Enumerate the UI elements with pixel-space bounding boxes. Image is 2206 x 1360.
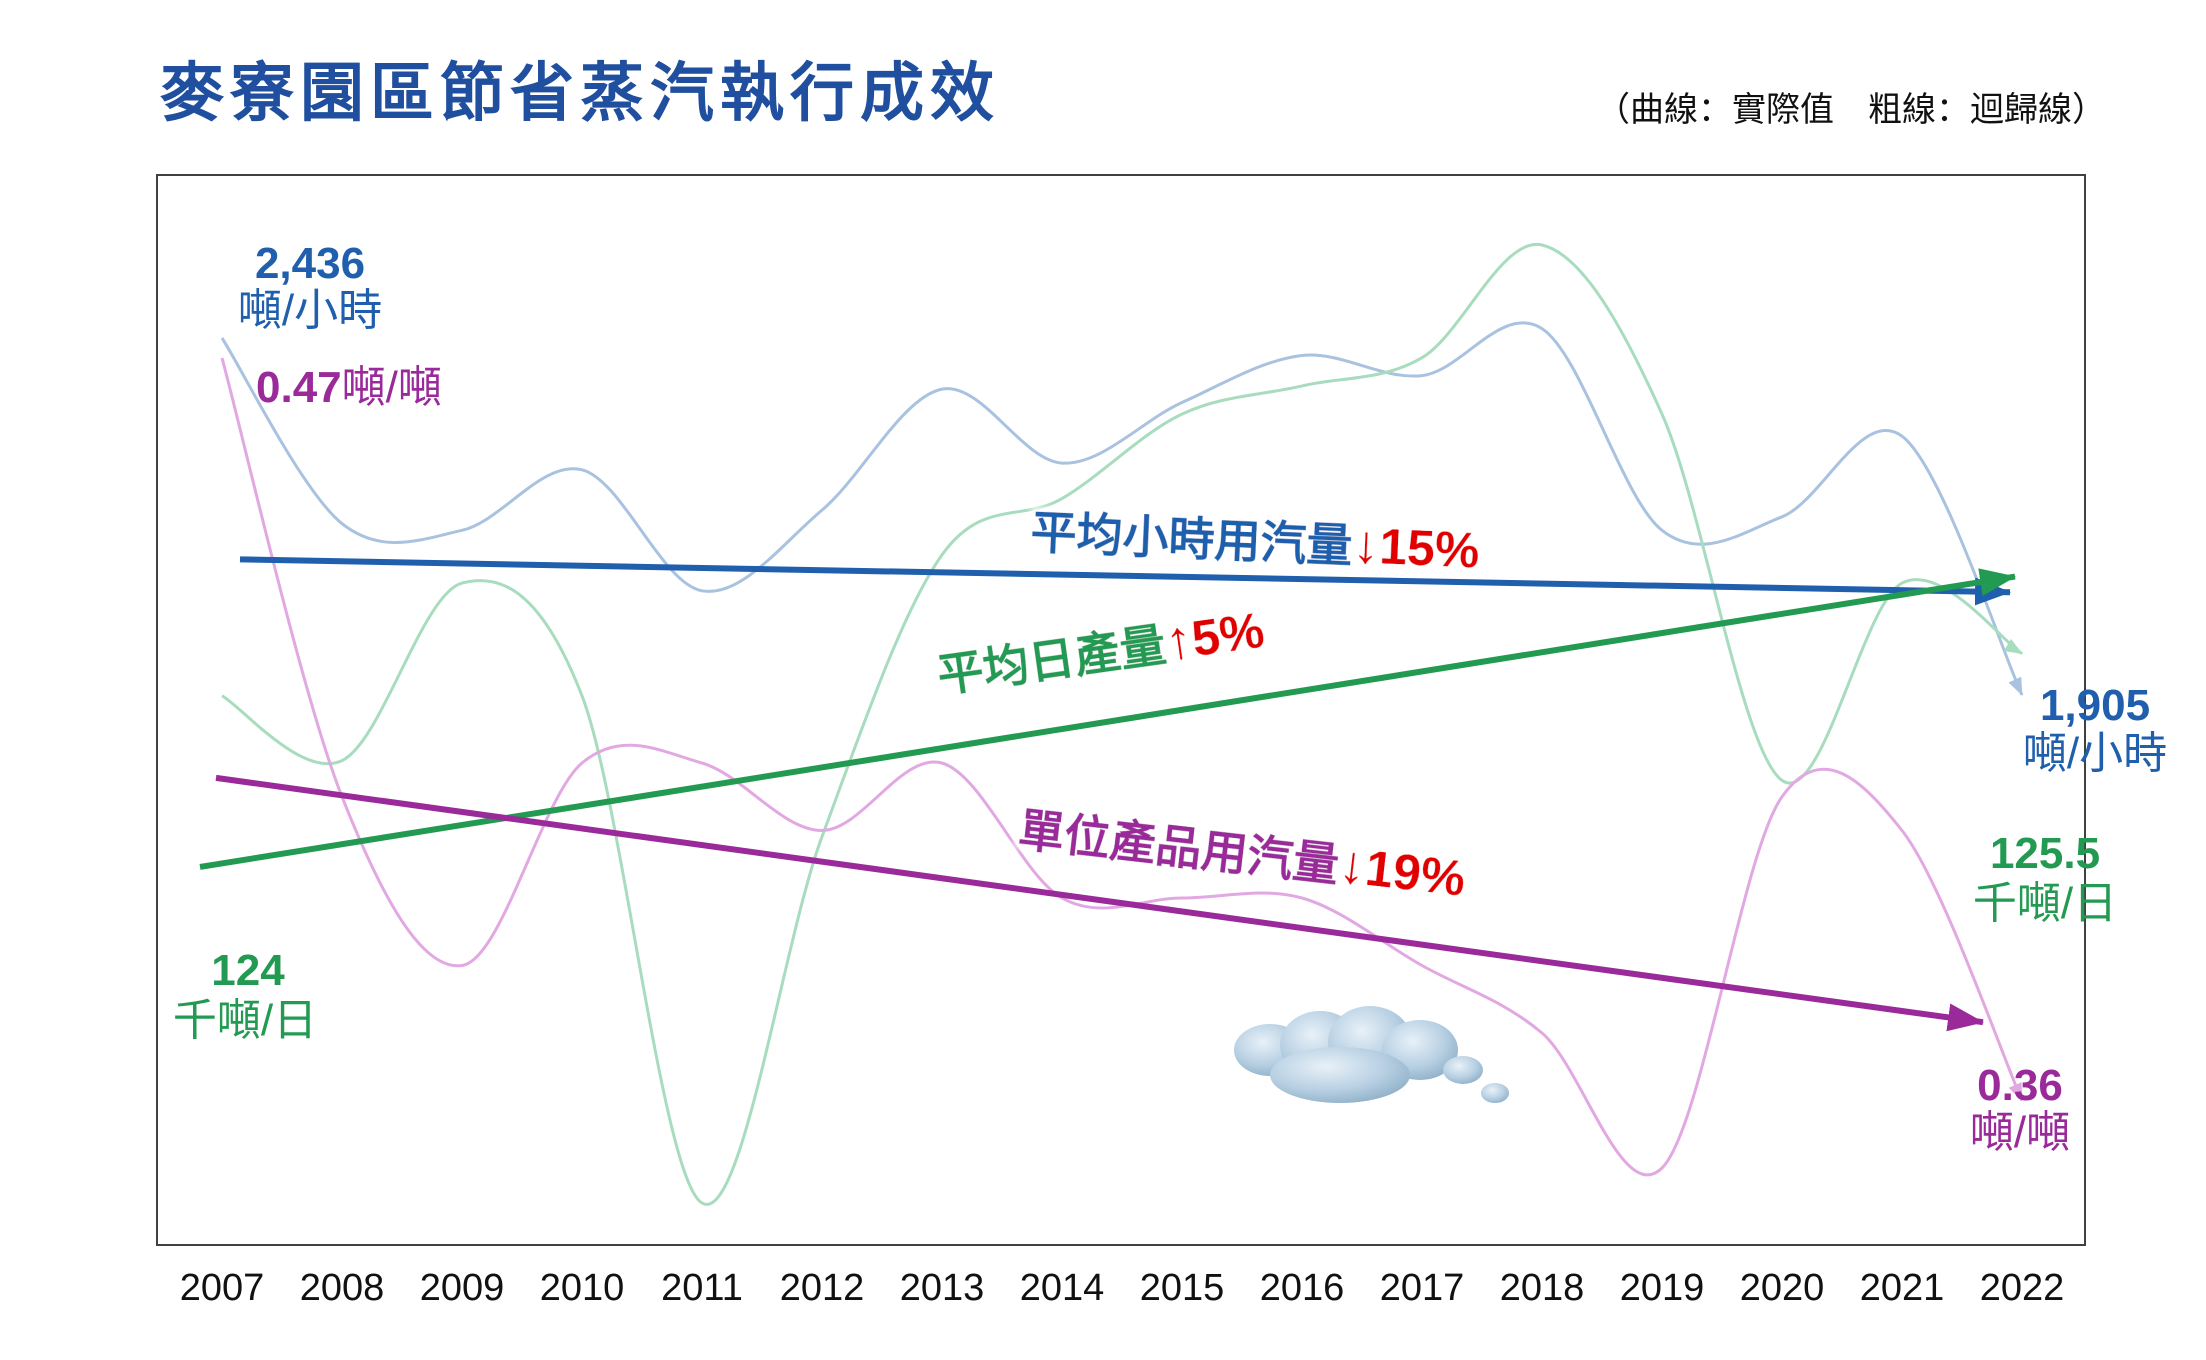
- x-tick-label: 2010: [540, 1267, 625, 1309]
- end-value-steam-per-unit: 0.36: [1977, 1061, 2063, 1110]
- end-unit-daily-output: 千噸/日: [1973, 879, 2117, 928]
- end-value-steam-per-hour: 1,905: [2040, 681, 2150, 730]
- trend-label-steam-per-unit: 單位產品用汽量↓19%: [1016, 797, 1469, 907]
- x-tick-label: 2018: [1500, 1267, 1585, 1309]
- trend-steam_per_hour: [239, 556, 2011, 606]
- x-tick-label: 2022: [1980, 1267, 2065, 1309]
- trend-lines: [199, 556, 2016, 1032]
- x-axis-tick-labels: 2007 2008 2009 2010 2011 2012 2013 2014 2015 2016…: [180, 1267, 2065, 1309]
- end-unit-steam-per-unit: 噸/噸: [1970, 1108, 2070, 1157]
- curve-steam_per_unit: [220, 357, 2024, 1177]
- curve-steam_per_hour: [220, 321, 2024, 696]
- trend-label-steam-per-hour: 平均小時用汽量↓15%: [1029, 500, 1480, 580]
- end-value-daily-output: 125.5: [1990, 829, 2100, 878]
- trend-steam_per_unit: [215, 774, 1984, 1032]
- chart-title: 麥寮園區節省蒸汽執行成效: [160, 56, 1000, 131]
- x-tick-label: 2012: [780, 1267, 865, 1309]
- chart-subtitle: （曲線：實際值 粗線：迴歸線）: [1596, 90, 2106, 130]
- actual-curves: [220, 243, 2024, 1206]
- curve-daily_output: [221, 243, 2023, 1206]
- x-tick-label: 2014: [1020, 1267, 1105, 1309]
- start-label-steam-per-unit: 0.47噸/噸: [256, 363, 442, 412]
- x-tick-label: 2016: [1260, 1267, 1345, 1309]
- x-tick-label: 2011: [661, 1267, 743, 1309]
- x-tick-label: 2013: [900, 1267, 985, 1309]
- start-unit-steam-per-hour: 噸/小時: [238, 286, 382, 335]
- x-tick-label: 2020: [1740, 1267, 1825, 1309]
- x-tick-label: 2019: [1620, 1267, 1705, 1309]
- x-tick-label: 2007: [180, 1267, 265, 1309]
- plot-frame: [156, 174, 2086, 1246]
- trend-label-daily-output: 平均日產量↑5%: [933, 599, 1267, 704]
- x-tick-label: 2009: [420, 1267, 505, 1309]
- x-tick-label: 2008: [300, 1267, 385, 1309]
- x-tick-label: 2021: [1860, 1267, 1945, 1309]
- start-value-steam-per-hour: 2,436: [255, 239, 365, 288]
- x-tick-label: 2017: [1380, 1267, 1465, 1309]
- x-tick-label: 2015: [1140, 1267, 1225, 1309]
- cloud-icon: [1234, 1006, 1509, 1103]
- annotations: 2,436噸/小時1,905噸/小時0.47噸/噸0.36噸/噸124千噸/日1…: [173, 239, 2167, 1157]
- end-unit-steam-per-hour: 噸/小時: [2023, 729, 2167, 778]
- start-unit-daily-output: 千噸/日: [173, 996, 317, 1045]
- start-value-daily-output: 124: [211, 946, 285, 995]
